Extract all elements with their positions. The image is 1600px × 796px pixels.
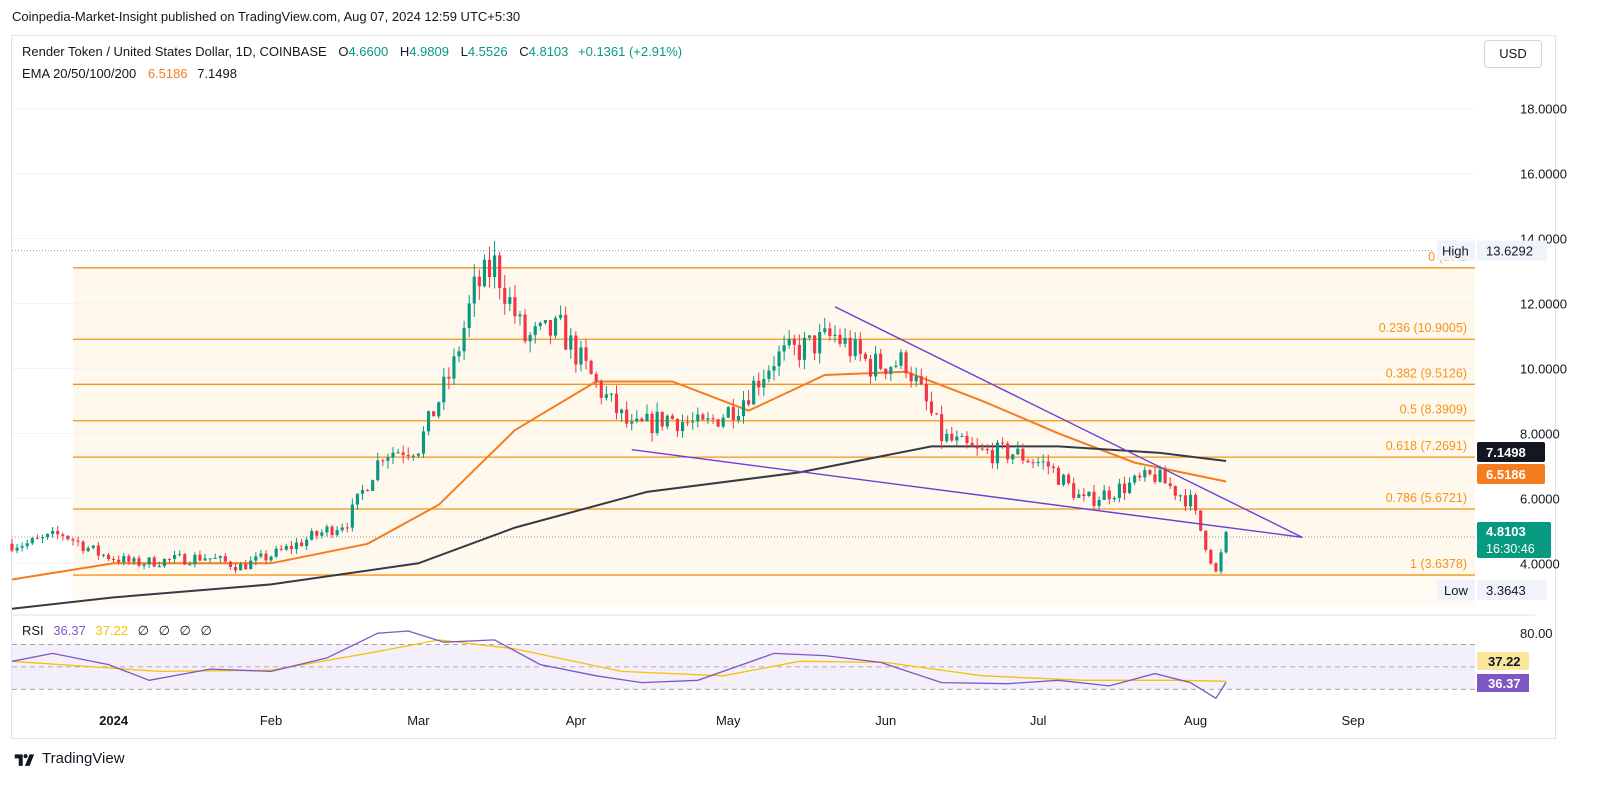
symbol-legend: Render Token / United States Dollar, 1D,…: [22, 44, 682, 59]
rsi-ma-value: 37.22: [95, 623, 129, 638]
rsi-label: RSI: [22, 623, 44, 638]
tradingview-brand[interactable]: TradingView: [12, 750, 125, 767]
rsi-placeholder: ∅: [158, 623, 170, 638]
tradingview-logo-icon: [14, 753, 35, 766]
rsi-value: 36.37: [53, 623, 86, 638]
chart-frame: [11, 35, 1556, 739]
ema50-value: 6.5186: [147, 66, 188, 81]
rsi-placeholder: ∅: [137, 623, 149, 638]
ema200-value: 7.1498: [197, 66, 237, 81]
rsi-placeholder: ∅: [179, 623, 191, 638]
high-label: H: [399, 44, 410, 59]
symbol-title: Render Token / United States Dollar, 1D,…: [22, 44, 327, 59]
brand-name: TradingView: [42, 750, 125, 767]
currency-button[interactable]: USD: [1484, 40, 1542, 68]
ema-label: EMA 20/50/100/200: [22, 66, 137, 81]
ema-legend[interactable]: EMA 20/50/100/200 6.5186 7.1498: [22, 66, 237, 81]
open-value: 4.6600: [348, 44, 389, 59]
open-label: O: [338, 44, 349, 59]
high-value: 4.9809: [409, 44, 449, 59]
publisher-line: Coinpedia-Market-Insight published on Tr…: [12, 9, 521, 24]
low-value: 4.5526: [467, 44, 508, 59]
rsi-legend[interactable]: RSI 36.37 37.22 ∅ ∅ ∅ ∅: [22, 623, 212, 639]
close-label: C: [519, 44, 529, 59]
rsi-placeholder: ∅: [200, 623, 212, 638]
low-label: L: [460, 44, 468, 59]
close-value: 4.8103: [528, 44, 569, 59]
change-value: +0.1361 (+2.91%): [578, 44, 683, 59]
